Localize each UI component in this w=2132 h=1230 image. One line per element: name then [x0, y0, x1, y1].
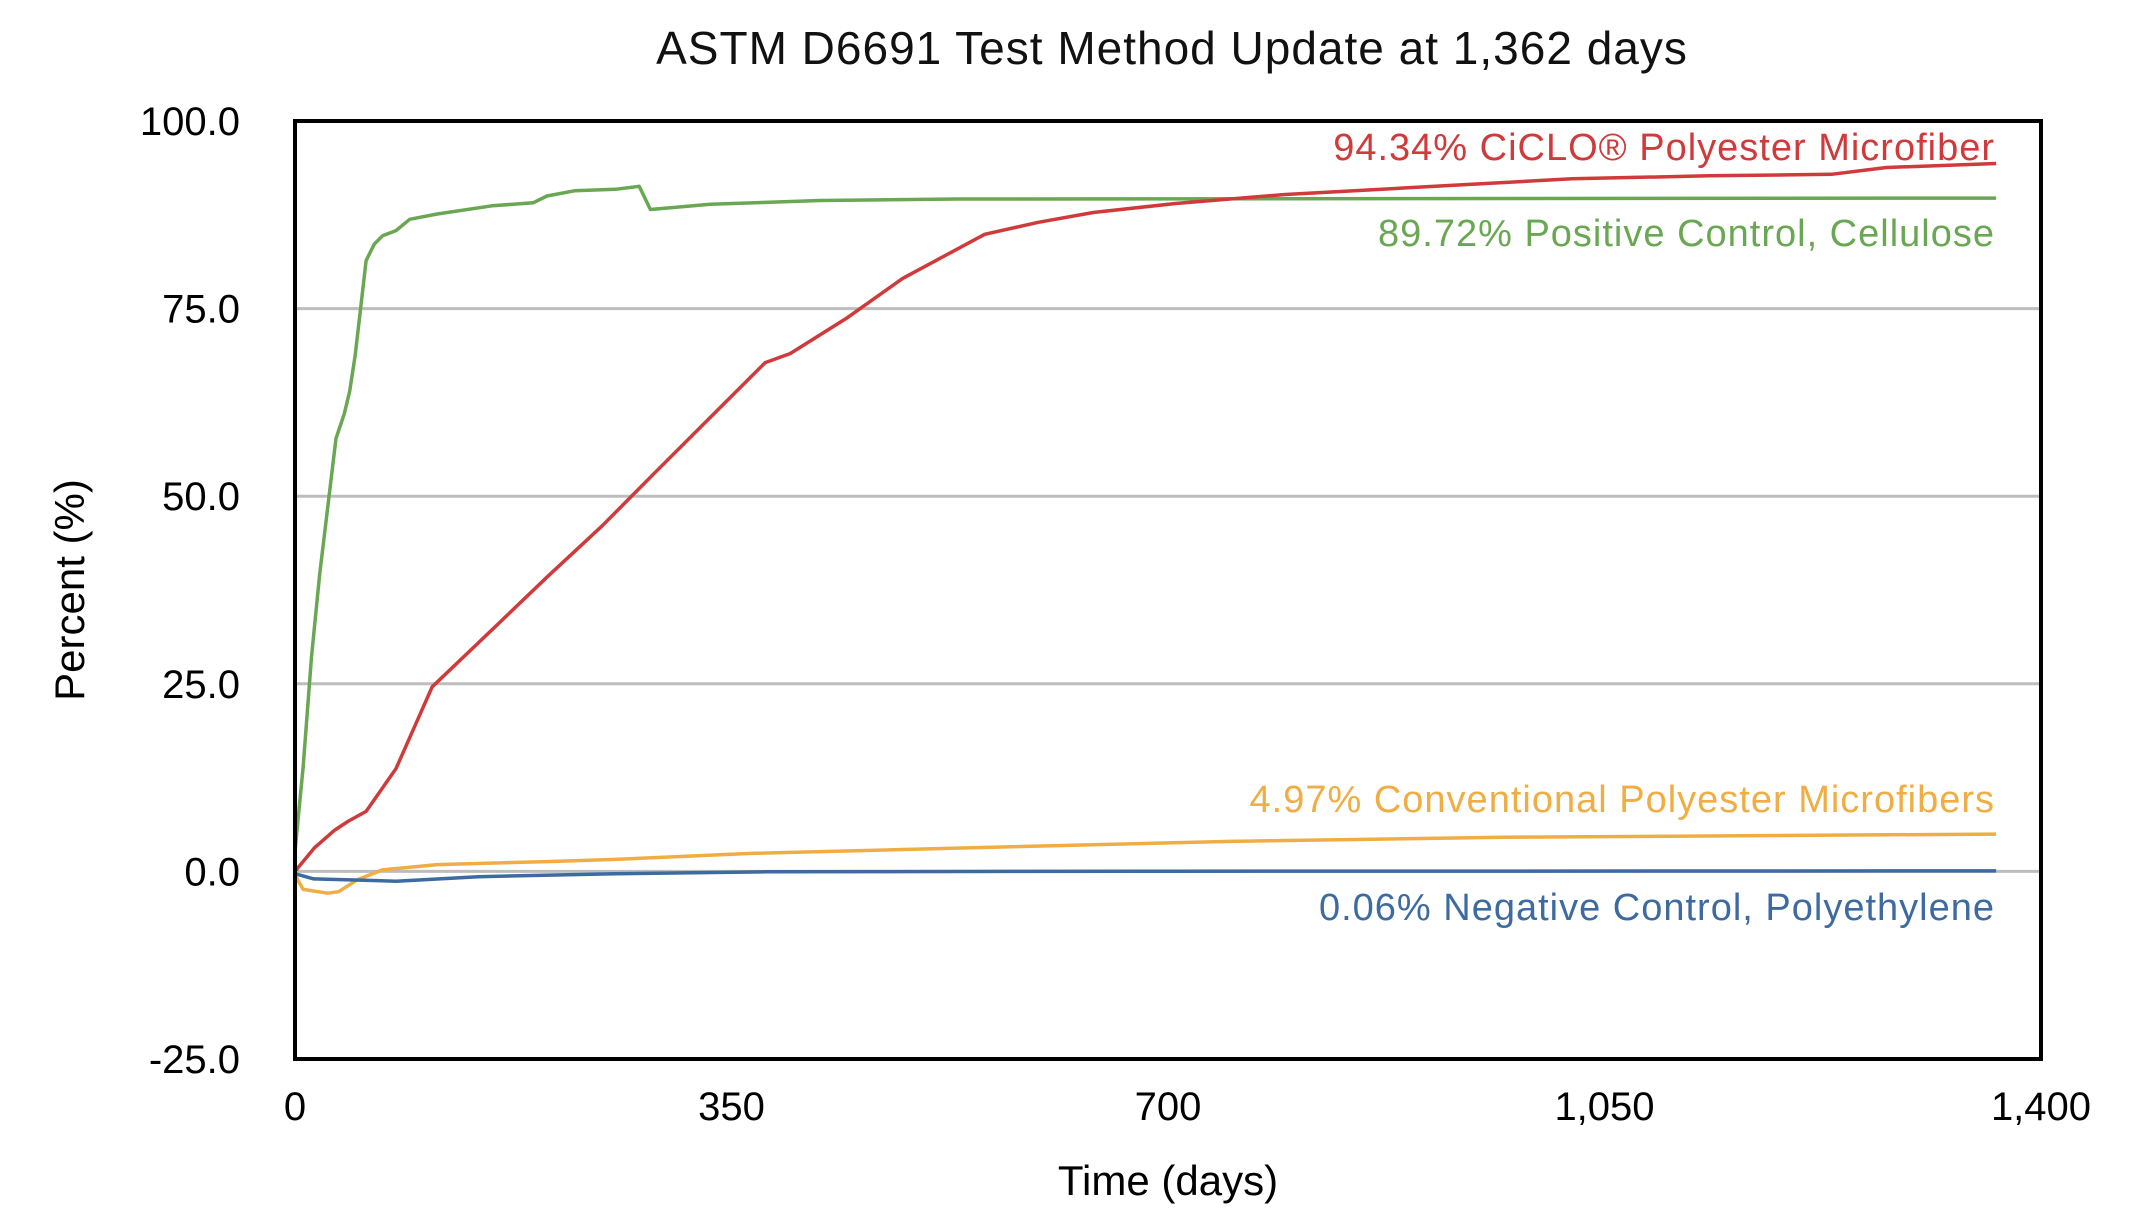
- y-tick-label: 25.0: [162, 663, 240, 707]
- y-tick-label: 50.0: [162, 475, 240, 519]
- y-tick-label: 100.0: [140, 100, 240, 144]
- y-tick-label: 0.0: [184, 850, 240, 894]
- series-label: 4.97% Conventional Polyester Microfibers: [1250, 779, 1995, 821]
- series-line: [294, 869, 1997, 883]
- series-labels: 89.72% Positive Control, Cellulose 94.34%…: [1250, 127, 1995, 929]
- plot-frame: [293, 119, 2043, 1061]
- series-label: 0.06% Negative Control, Polyethylene: [1319, 887, 1995, 929]
- series-label: 94.34% CiCLO® Polyester Microfiber: [1333, 127, 1995, 169]
- x-tick-label: 0: [284, 1085, 306, 1129]
- chart-title: ASTM D6691 Test Method Update at 1,362 d…: [656, 22, 1688, 74]
- y-axis-label: Percent (%): [46, 479, 93, 701]
- y-tick-label: 75.0: [162, 288, 240, 332]
- x-tick-label: 1,050: [1554, 1085, 1654, 1129]
- x-tick-label: 1,400: [1991, 1085, 2091, 1129]
- y-tick-label: -25.0: [149, 1038, 240, 1082]
- x-axis-label: Time (days): [1058, 1157, 1278, 1204]
- series-label: 89.72% Positive Control, Cellulose: [1378, 213, 1995, 255]
- series-line: [293, 184, 1997, 852]
- x-tick-label: 350: [698, 1085, 765, 1129]
- x-tick-label: 700: [1135, 1085, 1202, 1129]
- series-line: [293, 161, 1997, 873]
- series-lines: [293, 161, 1997, 895]
- series-line: [293, 832, 1997, 895]
- x-axis-ticks: 0 350 700 1,050 1,400: [284, 1085, 2091, 1129]
- y-axis-ticks: 100.0 75.0 50.0 25.0 0.0 -25.0: [140, 100, 240, 1082]
